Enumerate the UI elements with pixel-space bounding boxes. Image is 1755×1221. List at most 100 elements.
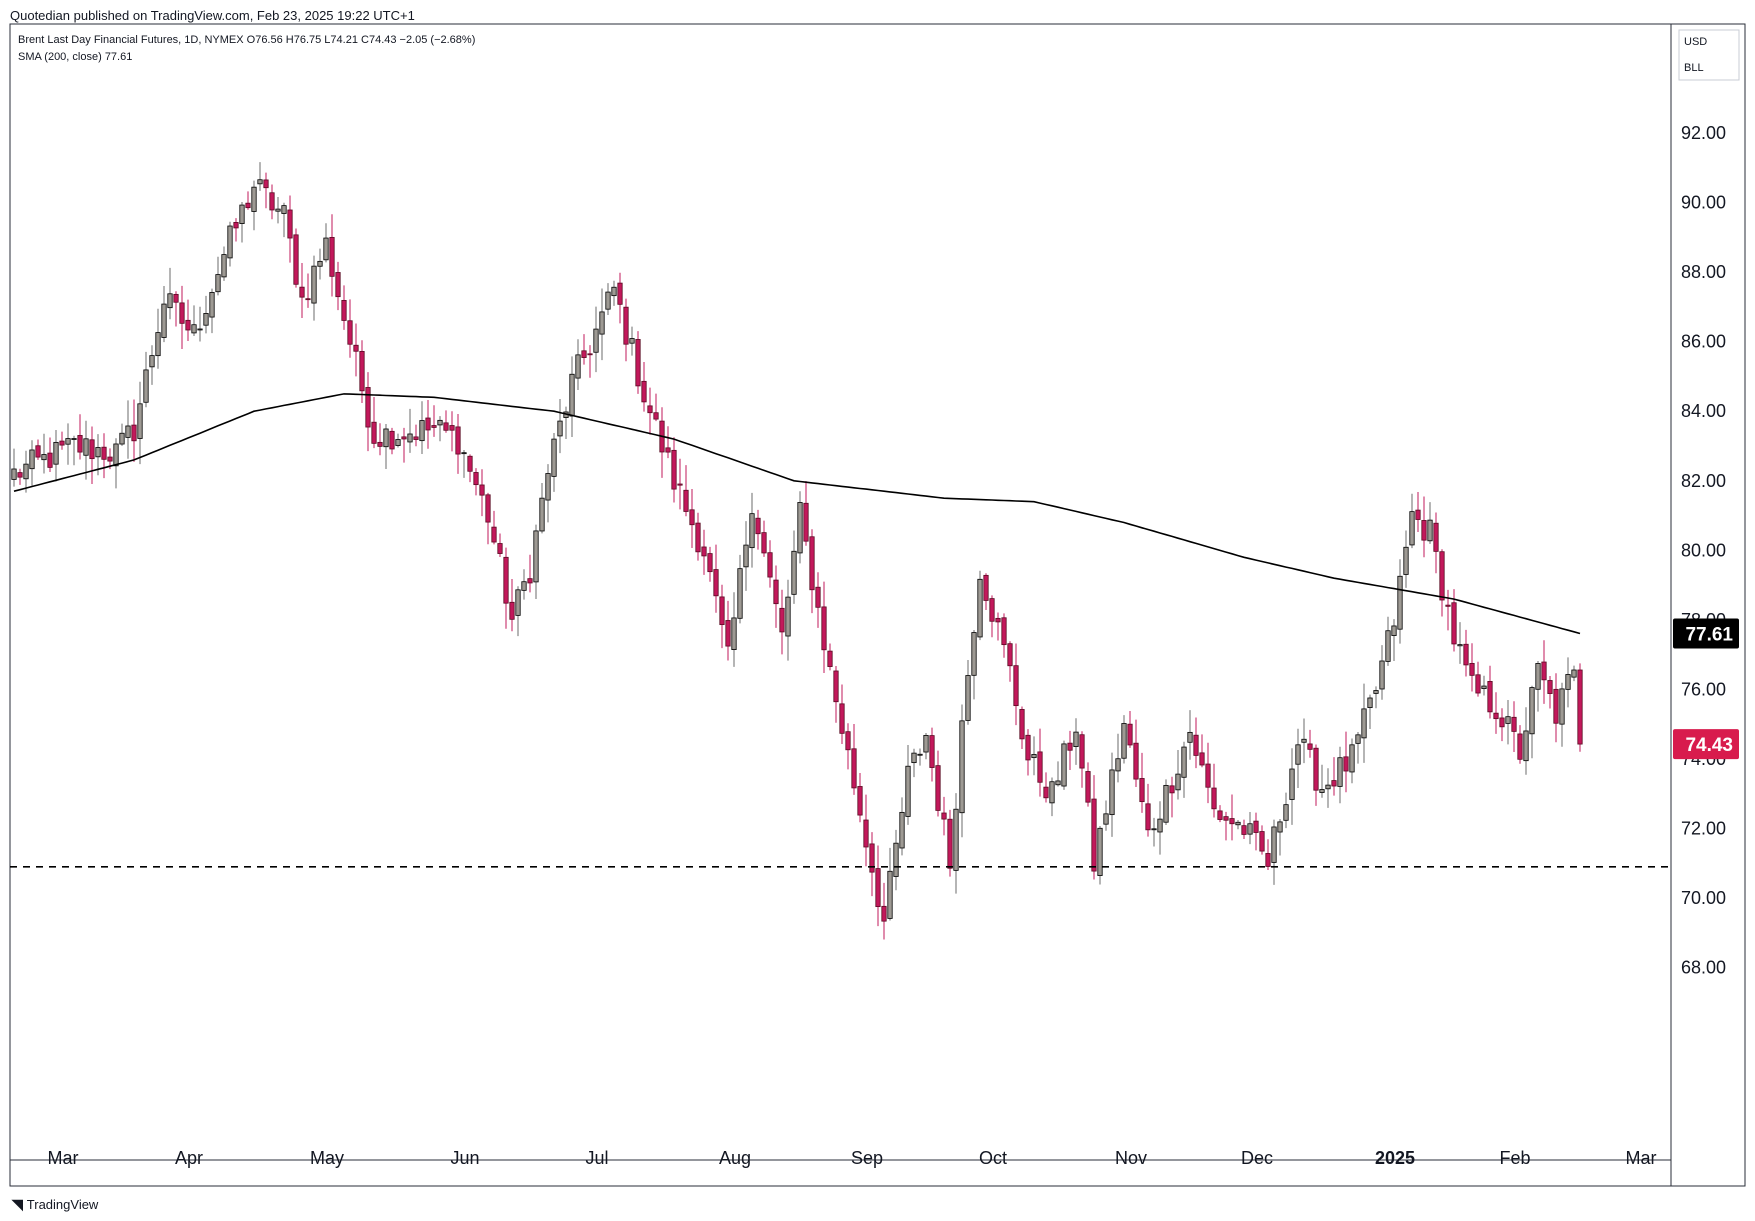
candle-body xyxy=(143,369,149,403)
candle xyxy=(1277,819,1283,856)
candle-body xyxy=(521,581,527,591)
candle xyxy=(845,723,851,770)
y-tick-label: 88.00 xyxy=(1681,262,1726,282)
x-tick-label: Mar xyxy=(1626,1148,1657,1168)
candle-body xyxy=(893,842,899,877)
candle xyxy=(695,512,701,561)
candle xyxy=(659,407,665,478)
candle-body xyxy=(1541,661,1547,681)
candle xyxy=(1151,817,1157,847)
candle xyxy=(491,510,497,545)
candle xyxy=(893,829,899,891)
candle-body xyxy=(293,234,299,285)
sma-legend[interactable]: SMA (200, close) 77.61 xyxy=(18,51,133,63)
candle-body xyxy=(1187,731,1193,743)
candle-body xyxy=(677,483,683,486)
candle xyxy=(1385,616,1391,666)
candle-body xyxy=(101,446,107,460)
candle-body xyxy=(917,753,923,756)
candle-body xyxy=(203,313,209,326)
candle-body xyxy=(641,380,647,403)
candle-body xyxy=(233,222,239,229)
candle-body xyxy=(953,808,959,871)
candle xyxy=(545,464,551,523)
x-tick-label: Oct xyxy=(979,1148,1007,1168)
candle xyxy=(383,423,389,469)
candle xyxy=(269,184,275,220)
candle xyxy=(1313,744,1319,806)
candle-body xyxy=(299,286,305,298)
candle xyxy=(701,529,707,575)
candle xyxy=(737,554,743,624)
candle xyxy=(299,262,305,318)
candle xyxy=(779,589,785,655)
candle-body xyxy=(107,456,113,462)
candle xyxy=(713,544,719,613)
candle-body xyxy=(1571,669,1577,678)
candle-body xyxy=(461,452,467,455)
candle xyxy=(731,592,737,667)
candle xyxy=(1517,725,1523,764)
symbol-legend[interactable]: Brent Last Day Financial Futures, 1D, NY… xyxy=(18,34,476,46)
candle xyxy=(707,546,713,582)
candle xyxy=(1181,741,1187,798)
candle xyxy=(371,397,377,449)
footer-brand[interactable]: ◥ TradingView xyxy=(12,1196,98,1213)
candle xyxy=(1499,708,1505,742)
candle xyxy=(479,469,485,517)
sma-value-label: 77.61 xyxy=(1673,618,1739,649)
candle-body xyxy=(545,473,551,501)
candle xyxy=(1367,694,1373,730)
candle xyxy=(119,423,125,446)
candle xyxy=(1133,719,1139,787)
candle-body xyxy=(557,420,563,437)
candle xyxy=(629,326,635,356)
candle-body xyxy=(335,272,341,298)
candle-body xyxy=(1061,743,1067,787)
candle-body xyxy=(767,552,773,578)
candle-body xyxy=(1007,643,1013,667)
candle xyxy=(803,481,809,546)
candle xyxy=(1061,740,1067,790)
candle xyxy=(1463,629,1469,677)
candle xyxy=(1331,757,1337,796)
candle-body xyxy=(1361,708,1367,739)
candle xyxy=(1283,792,1289,829)
candle-body xyxy=(905,765,911,817)
candle-body xyxy=(407,433,413,443)
candle xyxy=(1043,772,1049,803)
candle-body xyxy=(95,447,101,458)
currency-label[interactable]: USD xyxy=(1684,36,1708,48)
candle-body xyxy=(1517,733,1523,760)
y-tick-label: 84.00 xyxy=(1681,401,1726,421)
candle xyxy=(599,288,605,361)
candle xyxy=(467,454,473,483)
candle xyxy=(995,612,1001,641)
candle-body xyxy=(1133,742,1139,780)
candle xyxy=(791,530,797,604)
candle xyxy=(17,468,23,485)
candle xyxy=(497,533,503,557)
candle-body xyxy=(1271,826,1277,863)
candle xyxy=(1289,748,1295,825)
candle-body xyxy=(185,319,191,331)
candle-body xyxy=(1001,617,1007,646)
candle xyxy=(1481,675,1487,696)
candle xyxy=(1523,707,1529,775)
candle xyxy=(395,433,401,448)
candle-body xyxy=(1211,787,1217,810)
candle xyxy=(557,399,563,454)
candle-body xyxy=(947,818,953,869)
published-attribution: Quotedian published on TradingView.com, … xyxy=(10,8,415,23)
candle-body xyxy=(1439,551,1445,601)
candle xyxy=(1253,812,1259,851)
unit-label[interactable]: BLL xyxy=(1684,62,1704,74)
candle xyxy=(521,569,527,600)
candle-body xyxy=(35,445,41,458)
candle xyxy=(101,433,107,479)
candle-body xyxy=(827,650,833,667)
candle-body xyxy=(1043,786,1049,799)
candle xyxy=(413,424,419,447)
candle xyxy=(1205,742,1211,804)
